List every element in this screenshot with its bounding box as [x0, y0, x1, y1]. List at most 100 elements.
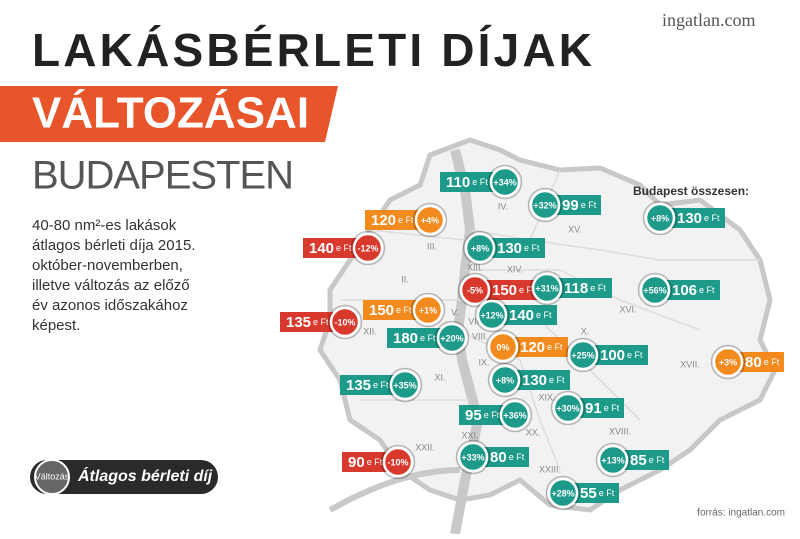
price-value: 140: [509, 307, 534, 324]
total-label: Budapest összesen:: [633, 184, 749, 198]
tag-price: 135 e Ft: [346, 377, 389, 394]
price-unit: e Ft: [313, 317, 329, 327]
price-value: 180: [393, 330, 418, 347]
change-text: +28%: [551, 488, 574, 498]
tag-body: [340, 375, 405, 395]
change-badge: [552, 392, 584, 424]
price-unit: e Ft: [627, 350, 643, 360]
price-value: 100: [600, 347, 625, 364]
badge-ring: [487, 362, 523, 398]
description-line: illetve változás az előző: [32, 277, 190, 294]
change-badge: [712, 346, 744, 378]
district-label: XII.: [363, 326, 377, 336]
change-text: +35%: [393, 380, 416, 390]
change-badge: [644, 202, 676, 234]
tag-body: [480, 238, 545, 258]
tag-price: 118 e Ft: [564, 280, 606, 297]
change-badge: [499, 399, 531, 431]
price-tag: 140 e Ft +12%: [474, 297, 557, 333]
price-value: 106: [672, 282, 697, 299]
tag-price: 99 e Ft: [562, 197, 597, 214]
price-tag: 130 e Ft +8%: [642, 200, 725, 236]
badge-ring: [550, 390, 586, 426]
price-value: 120: [520, 339, 545, 356]
legend: Változás Átlagos bérleti díj: [30, 459, 218, 495]
tag-body: [660, 208, 725, 228]
legend-badge: [34, 459, 70, 495]
description-line: 40-80 nm²-es lakások: [32, 217, 177, 234]
tag-body: [365, 210, 430, 230]
logo: ingatlan.com: [662, 10, 755, 30]
tag-body: [280, 312, 345, 332]
district-label: XX.: [526, 427, 541, 437]
tag-price: 91 e Ft: [585, 400, 620, 417]
price-tag: 130 e Ft +8%: [487, 362, 570, 398]
description-line: év azonos időszakához: [32, 297, 188, 314]
legend-price: Átlagos bérleti díj: [77, 466, 213, 485]
price-tag: 55 e Ft +28%: [545, 475, 619, 511]
price-tag: 118 e Ft +31%: [529, 270, 612, 306]
tag-price: 130 e Ft: [522, 372, 565, 389]
change-text: +13%: [601, 455, 624, 465]
change-text: +8%: [471, 243, 489, 253]
change-text: +30%: [556, 403, 579, 413]
price-unit: e Ft: [373, 380, 389, 390]
badge-ring: [434, 320, 470, 356]
badge-ring: [497, 397, 533, 433]
tag-price: 140 e Ft: [509, 307, 552, 324]
price-tag: 150 e Ft -5%: [457, 272, 540, 308]
tag-body: [583, 345, 648, 365]
district-label: XI.: [434, 372, 445, 382]
change-badge: [414, 204, 446, 236]
price-tag: 130 e Ft +8%: [462, 230, 545, 266]
tag-price: 100 e Ft: [600, 347, 643, 364]
badge-ring: [455, 439, 491, 475]
tag-price: 150 e Ft: [492, 282, 535, 299]
description: 40-80 nm²-es lakások átlagos bérleti díja…: [32, 217, 195, 334]
title-line2: VÁLTOZÁSAI: [32, 88, 309, 138]
change-text: -5%: [467, 285, 483, 295]
change-text: 0%: [496, 342, 509, 352]
price-value: 95: [465, 407, 482, 424]
district-label: XIII.: [467, 262, 483, 272]
tag-price: 110 e Ft: [446, 174, 488, 191]
price-value: 99: [562, 197, 579, 214]
price-tag: 135 e Ft +35%: [340, 367, 423, 403]
change-text: -10%: [334, 317, 355, 327]
badge-ring: [350, 230, 386, 266]
change-badge: [531, 272, 563, 304]
price-value: 85: [630, 452, 647, 469]
price-tag: 85 e Ft +13%: [595, 442, 669, 478]
price-unit: e Ft: [509, 452, 525, 462]
change-badge: [329, 306, 361, 338]
change-text: +12%: [480, 310, 503, 320]
legend-pill: [30, 460, 218, 494]
district-label: XIX.: [538, 392, 555, 402]
price-unit: e Ft: [396, 305, 412, 315]
description-line: képest.: [32, 317, 80, 334]
price-tag: 135 e Ft -10%: [280, 304, 363, 340]
tag-body: [503, 337, 568, 357]
tag-price: 95 e Ft: [465, 407, 500, 424]
tag-price: 106 e Ft: [672, 282, 715, 299]
change-badge: [464, 232, 496, 264]
change-badge: [457, 441, 489, 473]
price-value: 135: [346, 377, 371, 394]
price-unit: e Ft: [590, 283, 606, 293]
price-unit: e Ft: [484, 410, 500, 420]
district-label: VIII.: [472, 331, 488, 341]
change-text: +8%: [651, 213, 669, 223]
change-badge: [597, 444, 629, 476]
price-unit: e Ft: [519, 285, 535, 295]
district-label: XVIII.: [609, 426, 631, 436]
district-labels: IV.XV.III.II.XIII.XIV.V.VI.VII.VIII.XII.…: [363, 201, 700, 474]
change-text: +25%: [571, 350, 594, 360]
change-badge: [489, 166, 521, 198]
district-label: XVI.: [619, 304, 636, 314]
badge-ring: [457, 272, 493, 308]
price-tag: 100 e Ft +25%: [565, 337, 648, 373]
price-unit: e Ft: [367, 457, 383, 467]
change-text: +31%: [535, 283, 558, 293]
price-value: 130: [497, 240, 522, 257]
price-unit: e Ft: [604, 403, 620, 413]
